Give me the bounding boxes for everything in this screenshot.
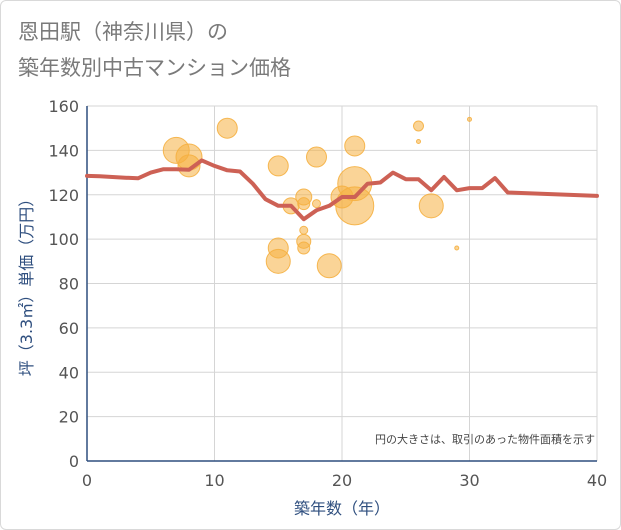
grid-layer — [86, 105, 598, 462]
y-tick-label: 60 — [59, 319, 79, 338]
bubble-point — [216, 117, 238, 139]
chart-title: 恩田駅（神奈川県）の 築年数別中古マンション価格 — [18, 14, 291, 86]
y-tick-label: 80 — [59, 275, 79, 294]
y-tick-label: 140 — [48, 141, 79, 160]
y-tick-label: 160 — [48, 97, 79, 116]
bubble-point — [416, 139, 421, 144]
x-tick-label: 40 — [587, 471, 607, 490]
axis-layer — [86, 106, 597, 462]
size-note: 円の大きさは、取引のあった物件面積を示す — [375, 432, 595, 446]
bubble-point — [297, 197, 311, 211]
bubble-point — [299, 225, 309, 235]
x-tick-label: 20 — [332, 471, 352, 490]
x-tick-label: 30 — [459, 471, 479, 490]
bubble-point — [413, 120, 424, 132]
y-tick-label: 20 — [59, 408, 79, 427]
tick-layer: 0 20 40 60 80 100 120 140 160 0 10 20 30 40 — [48, 97, 607, 490]
chart-title-line-2: 築年数別中古マンション価格 — [18, 56, 291, 80]
y-tick-label: 100 — [48, 230, 79, 249]
bubble-point — [267, 155, 289, 177]
line-layer — [85, 158, 599, 222]
bubble-layer — [162, 116, 472, 279]
chart-title-line-1: 恩田駅（神奈川県）の — [18, 20, 228, 44]
bubble-point — [418, 193, 444, 219]
bubble-point — [316, 253, 342, 279]
bubble-point — [344, 135, 366, 157]
y-tick-label: 0 — [69, 452, 79, 471]
bubble-point — [265, 248, 291, 274]
bubble-point — [454, 245, 460, 251]
y-tick-label: 120 — [48, 186, 79, 205]
bubble-point — [312, 199, 321, 209]
bubble-point — [297, 241, 311, 255]
x-tick-label: 0 — [82, 471, 92, 490]
x-tick-label: 10 — [204, 471, 224, 490]
bubble-point — [467, 116, 472, 122]
y-tick-label: 40 — [59, 363, 79, 382]
y-axis-label: 坪（3.3㎡）単価（万円） — [17, 191, 36, 376]
average-price-line — [85, 158, 599, 222]
bubble-point — [335, 186, 375, 226]
x-axis-label: 築年数（年） — [294, 499, 390, 518]
bubble-point — [306, 146, 327, 168]
